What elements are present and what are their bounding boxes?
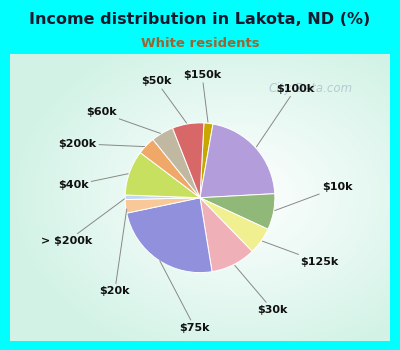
Text: White residents: White residents: [141, 37, 259, 50]
Wedge shape: [200, 198, 252, 272]
Wedge shape: [153, 128, 200, 198]
Text: $20k: $20k: [100, 209, 130, 296]
Wedge shape: [127, 198, 212, 273]
Wedge shape: [125, 153, 200, 198]
Text: City-Data.com: City-Data.com: [268, 82, 352, 95]
Wedge shape: [200, 124, 275, 198]
Text: $75k: $75k: [160, 261, 210, 333]
Wedge shape: [125, 198, 200, 213]
Text: $200k: $200k: [58, 139, 144, 149]
Wedge shape: [200, 194, 275, 229]
Text: $30k: $30k: [235, 265, 288, 315]
Text: $100k: $100k: [256, 84, 315, 147]
Text: $125k: $125k: [262, 241, 339, 267]
Wedge shape: [200, 123, 213, 198]
Wedge shape: [173, 123, 204, 198]
Text: $40k: $40k: [58, 174, 128, 190]
Wedge shape: [125, 195, 200, 199]
Text: $50k: $50k: [141, 76, 186, 123]
Text: $10k: $10k: [275, 182, 352, 211]
Wedge shape: [200, 198, 268, 251]
Text: Income distribution in Lakota, ND (%): Income distribution in Lakota, ND (%): [29, 12, 371, 27]
Text: > $200k: > $200k: [41, 199, 124, 246]
Text: $150k: $150k: [183, 70, 221, 122]
Wedge shape: [140, 140, 200, 198]
Text: $60k: $60k: [86, 107, 160, 133]
